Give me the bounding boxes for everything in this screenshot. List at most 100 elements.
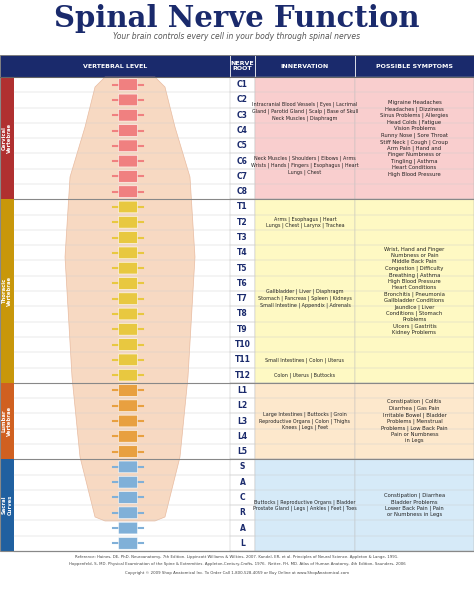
Text: L3: L3	[237, 417, 247, 426]
FancyBboxPatch shape	[118, 262, 137, 274]
Text: T1: T1	[237, 202, 248, 211]
Text: Thoracic
Vertebrae: Thoracic Vertebrae	[1, 276, 12, 306]
FancyBboxPatch shape	[118, 385, 137, 396]
FancyBboxPatch shape	[118, 247, 137, 259]
Bar	[0, 383, 14, 459]
Bar	[230, 55, 255, 77]
Text: Migraine Headaches
Headaches | Dizziness
Sinus Problems | Allergies
Head Colds |: Migraine Headaches Headaches | Dizziness…	[380, 100, 448, 177]
Bar	[255, 383, 355, 459]
Text: T6: T6	[237, 279, 248, 288]
Text: Buttocks | Reproductive Organs | Bladder
Prostate Gland | Legs | Ankles | Feet |: Buttocks | Reproductive Organs | Bladder…	[253, 499, 357, 511]
FancyBboxPatch shape	[118, 94, 137, 106]
Text: Copyright © 2009 Shop Anatomical Inc. To Order Call 1-800-528-4059 or Buy Online: Copyright © 2009 Shop Anatomical Inc. To…	[125, 571, 349, 575]
FancyBboxPatch shape	[118, 110, 137, 121]
Bar	[355, 77, 474, 199]
Text: L2: L2	[237, 401, 247, 410]
FancyBboxPatch shape	[118, 522, 137, 534]
FancyBboxPatch shape	[118, 491, 137, 503]
Text: Constipation | Colitis
Diarrhea | Gas Pain
Irritable Bowel | Bladder
Problems | : Constipation | Colitis Diarrhea | Gas Pa…	[381, 399, 448, 443]
Bar	[230, 383, 255, 459]
Bar	[0, 77, 474, 551]
Text: R: R	[239, 509, 246, 517]
Text: Lumbar
Vertebrae: Lumbar Vertebrae	[1, 406, 12, 436]
Polygon shape	[65, 77, 195, 521]
FancyBboxPatch shape	[118, 354, 137, 366]
FancyBboxPatch shape	[118, 339, 137, 350]
FancyBboxPatch shape	[118, 79, 137, 91]
Text: C7: C7	[237, 172, 248, 181]
Text: T8: T8	[237, 309, 248, 319]
Bar	[0, 55, 474, 77]
Bar	[0, 459, 14, 551]
FancyBboxPatch shape	[118, 231, 137, 244]
FancyBboxPatch shape	[118, 369, 137, 381]
FancyBboxPatch shape	[118, 293, 137, 304]
Bar	[355, 55, 474, 77]
FancyBboxPatch shape	[118, 308, 137, 320]
Text: C8: C8	[237, 187, 248, 196]
Bar	[355, 199, 474, 383]
Bar	[0, 199, 14, 383]
Bar	[230, 199, 255, 383]
Text: S: S	[240, 462, 245, 471]
FancyBboxPatch shape	[118, 446, 137, 457]
FancyBboxPatch shape	[118, 186, 137, 197]
FancyBboxPatch shape	[118, 431, 137, 442]
Text: C6: C6	[237, 157, 248, 166]
Text: T3: T3	[237, 233, 248, 242]
Bar	[355, 383, 474, 459]
FancyBboxPatch shape	[118, 125, 137, 136]
FancyBboxPatch shape	[118, 201, 137, 213]
Text: L1: L1	[237, 386, 247, 395]
Text: T10: T10	[235, 340, 250, 349]
Text: T4: T4	[237, 248, 248, 258]
Text: T9: T9	[237, 325, 248, 334]
FancyBboxPatch shape	[118, 415, 137, 427]
Text: INNERVATION: INNERVATION	[281, 63, 329, 68]
Text: Arms | Esophagus | Heart
Lungs | Chest | Larynx | Trachea: Arms | Esophagus | Heart Lungs | Chest |…	[266, 216, 344, 228]
FancyBboxPatch shape	[118, 216, 137, 228]
Text: Sacral
Curves: Sacral Curves	[1, 495, 12, 515]
Bar	[355, 459, 474, 551]
Text: Constipation | Diarrhea
Bladder Problems
Lower Back Pain | Pain
or Numbness in L: Constipation | Diarrhea Bladder Problems…	[384, 493, 445, 518]
FancyBboxPatch shape	[118, 155, 137, 167]
Text: C1: C1	[237, 80, 248, 89]
FancyBboxPatch shape	[118, 323, 137, 335]
Text: Small Intestines | Colon | Uterus: Small Intestines | Colon | Uterus	[265, 357, 345, 362]
Text: Your brain controls every cell in your body through spinal nerves: Your brain controls every cell in your b…	[113, 32, 361, 41]
Text: C3: C3	[237, 111, 248, 120]
Text: Colon | Uterus | Buttocks: Colon | Uterus | Buttocks	[274, 373, 336, 378]
Bar	[255, 77, 355, 199]
Bar	[255, 459, 355, 551]
Text: T7: T7	[237, 294, 248, 303]
Bar	[0, 55, 230, 77]
Text: A: A	[239, 477, 246, 487]
Text: VERTEBRAL LEVEL: VERTEBRAL LEVEL	[83, 63, 147, 68]
Bar	[0, 77, 14, 199]
Text: NERVE
ROOT: NERVE ROOT	[231, 61, 255, 71]
FancyBboxPatch shape	[118, 140, 137, 152]
Text: Reference: Haines, DE, PhD. Neuroanatomy, 7th Edition. Lippincott Williams & Wil: Reference: Haines, DE, PhD. Neuroanatomy…	[75, 555, 399, 559]
Text: C2: C2	[237, 96, 248, 104]
Text: L4: L4	[237, 432, 247, 441]
Text: Gallbladder | Liver | Diaphragm
Stomach | Pancreas | Spleen | Kidneys
Small Inte: Gallbladder | Liver | Diaphragm Stomach …	[258, 289, 352, 308]
Text: T2: T2	[237, 218, 248, 227]
FancyBboxPatch shape	[118, 476, 137, 488]
Text: C: C	[240, 493, 246, 502]
Bar	[230, 459, 255, 551]
FancyBboxPatch shape	[118, 171, 137, 182]
Text: Neck Muscles | Shoulders | Elbows | Arms
Wrists | Hands | Fingers | Esophagus | : Neck Muscles | Shoulders | Elbows | Arms…	[251, 156, 359, 175]
Text: C5: C5	[237, 141, 248, 150]
Text: T5: T5	[237, 264, 248, 273]
Bar	[255, 55, 355, 77]
Text: T11: T11	[235, 356, 250, 364]
Text: A: A	[239, 524, 246, 532]
FancyBboxPatch shape	[118, 278, 137, 289]
Text: Wrist, Hand and Finger
Numbness or Pain
Middle Back Pain
Congestion | Difficulty: Wrist, Hand and Finger Numbness or Pain …	[384, 247, 445, 336]
FancyBboxPatch shape	[118, 507, 137, 519]
Text: C4: C4	[237, 126, 248, 135]
Text: POSSIBLE SYMPTOMS: POSSIBLE SYMPTOMS	[376, 63, 453, 68]
Text: Intracranial Blood Vessels | Eyes | Lacrimal
Gland | Parotid Gland | Scalp | Bas: Intracranial Blood Vessels | Eyes | Lacr…	[252, 102, 358, 121]
Text: Large Intestines | Buttocks | Groin
Reproductive Organs | Colon | Thighs
Knees |: Large Intestines | Buttocks | Groin Repr…	[259, 412, 350, 431]
FancyBboxPatch shape	[118, 461, 137, 473]
